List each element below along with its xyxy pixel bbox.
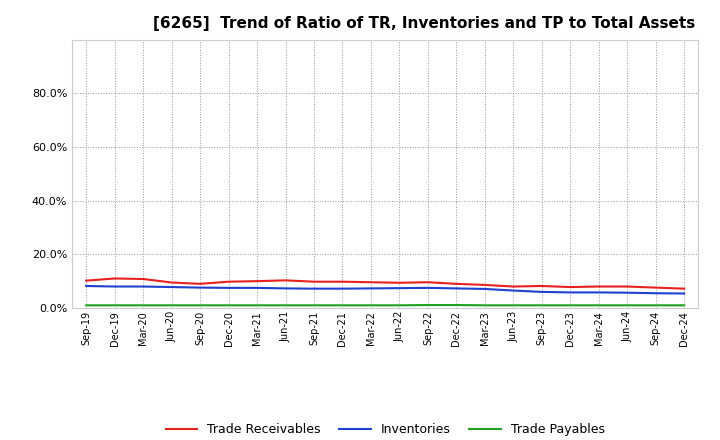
Trade Payables xyxy=(310,303,318,308)
Legend: Trade Receivables, Inventories, Trade Payables: Trade Receivables, Inventories, Trade Pa… xyxy=(161,418,610,440)
Inventories xyxy=(595,290,603,295)
Inventories xyxy=(652,290,660,296)
Trade Payables xyxy=(680,303,688,308)
Trade Payables xyxy=(282,303,290,308)
Trade Receivables xyxy=(225,279,233,284)
Line: Trade Receivables: Trade Receivables xyxy=(86,279,684,289)
Trade Payables xyxy=(480,303,489,308)
Trade Receivables xyxy=(595,284,603,289)
Trade Payables xyxy=(566,303,575,308)
Inventories xyxy=(480,286,489,292)
Inventories xyxy=(110,284,119,289)
Trade Receivables xyxy=(110,276,119,281)
Trade Payables xyxy=(623,303,631,308)
Inventories xyxy=(196,285,204,290)
Trade Receivables xyxy=(652,285,660,290)
Trade Receivables xyxy=(509,284,518,289)
Trade Receivables xyxy=(537,283,546,289)
Trade Receivables xyxy=(253,279,261,284)
Trade Receivables xyxy=(167,280,176,285)
Trade Payables xyxy=(595,303,603,308)
Trade Receivables xyxy=(623,284,631,289)
Trade Receivables xyxy=(680,286,688,291)
Inventories xyxy=(310,286,318,291)
Inventories xyxy=(282,286,290,291)
Trade Receivables xyxy=(338,279,347,284)
Trade Receivables xyxy=(480,282,489,288)
Line: Inventories: Inventories xyxy=(86,286,684,293)
Trade Payables xyxy=(423,302,432,308)
Trade Payables xyxy=(652,303,660,308)
Trade Payables xyxy=(139,303,148,308)
Trade Receivables xyxy=(395,280,404,286)
Inventories xyxy=(452,286,461,291)
Trade Payables xyxy=(509,303,518,308)
Trade Payables xyxy=(82,303,91,308)
Inventories xyxy=(225,285,233,290)
Trade Receivables xyxy=(566,284,575,290)
Trade Payables xyxy=(338,303,347,308)
Inventories xyxy=(537,289,546,294)
Trade Payables xyxy=(110,303,119,308)
Inventories xyxy=(139,284,148,289)
Trade Receivables xyxy=(82,278,91,283)
Trade Payables xyxy=(253,303,261,308)
Inventories xyxy=(395,286,404,291)
Trade Payables xyxy=(537,303,546,308)
Trade Receivables xyxy=(282,278,290,283)
Inventories xyxy=(623,290,631,295)
Inventories xyxy=(82,283,91,289)
Inventories xyxy=(423,285,432,290)
Inventories xyxy=(509,288,518,293)
Trade Receivables xyxy=(196,281,204,286)
Trade Receivables xyxy=(366,279,375,285)
Inventories xyxy=(167,284,176,290)
Inventories xyxy=(366,286,375,291)
Trade Payables xyxy=(452,302,461,308)
Text: [6265]  Trend of Ratio of TR, Inventories and TP to Total Assets: [6265] Trend of Ratio of TR, Inventories… xyxy=(153,16,696,32)
Trade Receivables xyxy=(452,281,461,286)
Inventories xyxy=(566,290,575,295)
Trade Payables xyxy=(167,303,176,308)
Inventories xyxy=(338,286,347,291)
Trade Payables xyxy=(196,303,204,308)
Trade Payables xyxy=(225,303,233,308)
Trade Receivables xyxy=(423,279,432,285)
Trade Payables xyxy=(366,303,375,308)
Trade Receivables xyxy=(310,279,318,284)
Trade Receivables xyxy=(139,276,148,282)
Trade Payables xyxy=(395,303,404,308)
Inventories xyxy=(253,285,261,290)
Inventories xyxy=(680,291,688,296)
